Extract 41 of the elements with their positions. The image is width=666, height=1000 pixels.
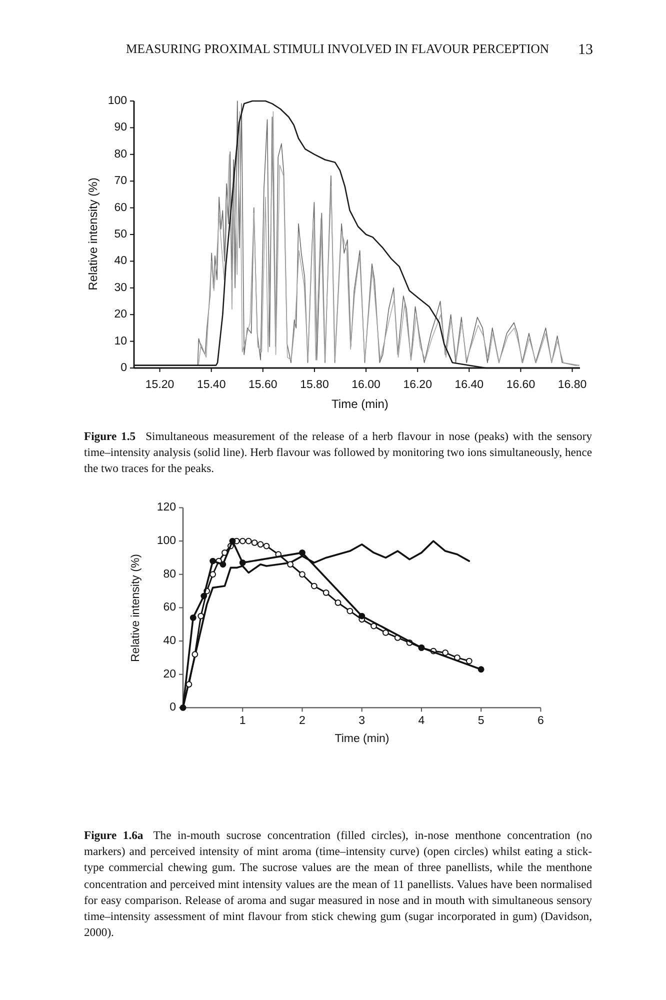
x-axis-title: Time (min) — [332, 397, 388, 411]
x-tick-label: 15.40 — [196, 379, 226, 391]
x-tick-label: 15.20 — [145, 379, 174, 391]
y-tick-label: 10 — [114, 335, 127, 348]
x-tick-label: 16.20 — [403, 379, 432, 391]
x-tick-label: 16.40 — [454, 379, 484, 391]
y-tick-label: 70 — [114, 175, 127, 188]
x-tick-label: 4 — [418, 715, 426, 727]
x-tick-label: 16.60 — [506, 379, 536, 391]
x-axis-title: Time (min) — [334, 733, 390, 745]
y-tick-label: 80 — [114, 148, 127, 160]
y-tick-label: 30 — [114, 282, 127, 294]
y-axis-title: Relative intensity (%) — [86, 178, 100, 290]
x-tick-label: 15.80 — [300, 379, 329, 391]
y-tick-label: 40 — [163, 635, 176, 648]
y-tick-label: 0 — [120, 362, 127, 374]
y-tick-label: 100 — [108, 95, 127, 107]
y-tick-label: 20 — [114, 308, 127, 321]
y-tick-label: 20 — [163, 668, 176, 680]
y-axis-title: Relative intensity (%) — [130, 554, 142, 662]
y-tick-label: 60 — [163, 602, 176, 614]
caption: Figure 1.5 Simultaneous measurement of the release of a herb flavour in nose (peaks) with the sensory time–intensity analysis (solid line). Herb flavour was followed by monitoring two ions simultaneously, hence the two traces for the peaks. — [84, 429, 592, 478]
y-tick-label: 100 — [156, 535, 176, 548]
x-tick-label: 2 — [299, 715, 306, 727]
y-tick-label: 40 — [114, 255, 127, 268]
y-tick-label: 80 — [163, 568, 176, 580]
x-tick-label: 5 — [478, 715, 484, 727]
y-tick-label: 60 — [114, 202, 127, 214]
x-tick-label: 6 — [537, 715, 544, 727]
text: 13 — [578, 42, 593, 58]
y-tick-label: 90 — [114, 122, 127, 134]
caption: Figure 1.6a The in-mouth sucrose concentration (filled circles), in-nose menthone concentration (no markers) and perceived intensity of mint aroma (time–intensity curve) (open circles) whilst eating a stick-type commercial chewing gum. The sucrose values are the mean of three panellists, while the menthone concentration and perceived mint intensity values are the mean of 11 panellists. Values have been normalised for easy comparison. Release of aroma and sugar measured in nose and in mouth with simultaneous sensory time–intensity assessment of mint flavour from stick chewing gum (sugar incorporated in gum) (Davidson, 2000). — [84, 828, 592, 942]
x-tick-label: 3 — [358, 715, 366, 727]
x-tick-label: 16.80 — [558, 379, 587, 391]
y-tick-label: 120 — [156, 502, 176, 514]
x-tick-label: 15.60 — [248, 379, 278, 391]
text: MEASURING PROXIMAL STIMULI INVOLVED IN FLAVOUR PERCEPTION — [126, 41, 562, 56]
x-tick-label: 16.00 — [352, 379, 380, 391]
y-tick-label: 0 — [170, 702, 176, 714]
x-tick-label: 1 — [239, 715, 246, 727]
y-tick-label: 50 — [114, 228, 127, 240]
